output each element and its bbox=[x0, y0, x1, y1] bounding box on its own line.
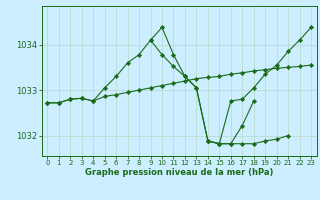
X-axis label: Graphe pression niveau de la mer (hPa): Graphe pression niveau de la mer (hPa) bbox=[85, 168, 273, 177]
